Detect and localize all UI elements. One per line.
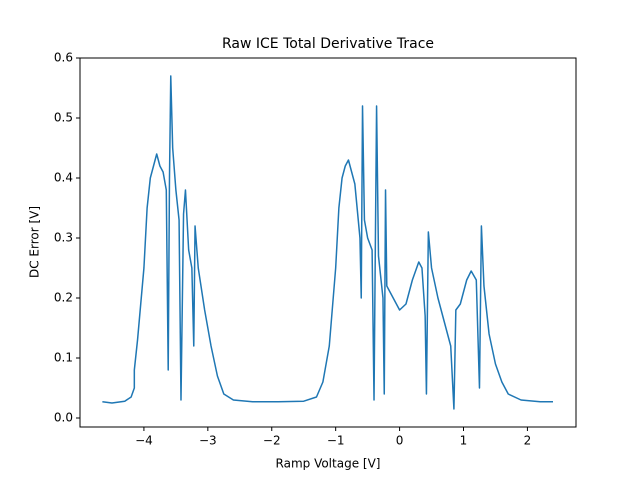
y-axis-label: DC Error [V] <box>28 206 42 278</box>
y-tick-label: 0.5 <box>54 111 73 125</box>
x-tick-label: 0 <box>396 434 404 448</box>
x-tick-label: 1 <box>460 434 468 448</box>
chart-title: Raw ICE Total Derivative Trace <box>222 36 434 52</box>
y-tick-label: 0.6 <box>54 51 73 65</box>
y-tick-label: 0.1 <box>54 351 73 365</box>
y-tick-label: 0.2 <box>54 291 73 305</box>
plot-frame <box>79 57 577 428</box>
data-line <box>102 75 553 410</box>
y-tick-label: 0.0 <box>54 411 73 425</box>
x-tick-label: −3 <box>199 434 217 448</box>
x-tick-label: −1 <box>327 434 345 448</box>
y-tick-label: 0.3 <box>54 231 73 245</box>
x-tick-label: 2 <box>524 434 532 448</box>
x-tick-label: −4 <box>135 434 153 448</box>
x-axis-label: Ramp Voltage [V] <box>276 457 381 471</box>
x-tick-label: −2 <box>263 434 281 448</box>
y-tick-label: 0.4 <box>54 171 73 185</box>
